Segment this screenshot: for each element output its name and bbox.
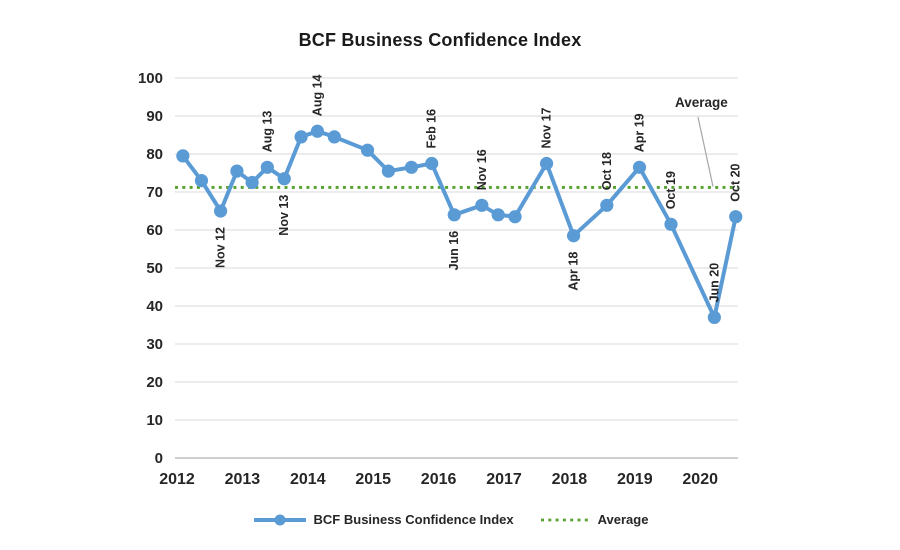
data-point-marker <box>214 204 228 218</box>
data-point-marker <box>277 172 291 186</box>
series-line <box>180 129 738 320</box>
point-label: Nov 16 <box>475 149 489 190</box>
y-tick-label: 60 <box>146 222 163 239</box>
x-tick-label: 2013 <box>225 471 261 488</box>
legend: BCF Business Confidence Index Average <box>0 512 900 527</box>
data-point-marker <box>491 208 505 222</box>
data-point-marker <box>508 210 522 224</box>
y-tick-label: 0 <box>155 450 163 467</box>
average-annotation: Average <box>675 95 728 110</box>
data-point-marker <box>245 175 259 190</box>
point-label: Nov 17 <box>540 107 554 148</box>
x-tick-label: 2012 <box>159 471 195 488</box>
data-point-marker <box>475 198 489 212</box>
data-point-marker <box>729 210 743 224</box>
data-point-marker <box>381 164 395 178</box>
data-point-marker <box>539 156 554 171</box>
x-tick-label: 2014 <box>290 471 326 488</box>
y-tick-label: 20 <box>146 374 163 391</box>
data-point-marker <box>664 217 678 231</box>
x-tick-label: 2019 <box>617 471 653 488</box>
data-point-marker <box>360 143 375 157</box>
y-tick-label: 10 <box>146 412 163 429</box>
y-tick-label: 70 <box>146 184 163 201</box>
point-label: Nov 12 <box>214 227 228 268</box>
legend-item-series: BCF Business Confidence Index <box>252 512 514 527</box>
legend-label-average: Average <box>597 512 649 527</box>
data-point-marker <box>447 208 461 222</box>
data-point-marker <box>600 198 614 212</box>
x-tick-label: 2016 <box>421 471 457 488</box>
chart-title: BCF Business Confidence Index <box>298 30 582 50</box>
data-point-marker <box>707 310 721 324</box>
point-label: Aug 13 <box>260 111 274 153</box>
data-point-marker <box>230 164 244 178</box>
data-point-marker <box>194 174 209 188</box>
point-label: Oct 19 <box>664 171 678 209</box>
data-point-marker <box>294 130 308 144</box>
point-label: Apr 19 <box>632 113 646 152</box>
x-tick-label: 2018 <box>552 471 588 488</box>
data-point-marker <box>425 156 439 171</box>
point-label: Apr 18 <box>567 252 581 291</box>
data-point-marker <box>327 130 341 144</box>
x-tick-label: 2017 <box>486 471 522 488</box>
y-tick-label: 40 <box>146 298 163 315</box>
x-tick-label: 2015 <box>355 471 391 488</box>
point-label: Oct 20 <box>729 163 743 201</box>
data-point-marker <box>404 160 419 174</box>
data-point-marker <box>632 160 647 174</box>
data-point-marker <box>260 160 274 174</box>
y-tick-label: 30 <box>146 336 163 353</box>
legend-item-average: Average <box>540 512 649 527</box>
y-tick-label: 100 <box>138 70 163 87</box>
point-label: Jun 16 <box>447 231 461 271</box>
y-tick-label: 80 <box>146 146 163 163</box>
legend-label-series: BCF Business Confidence Index <box>313 512 514 527</box>
point-label: Jun 20 <box>707 263 721 303</box>
series-line-swatch-icon <box>253 514 306 525</box>
point-label: Feb 16 <box>425 109 439 149</box>
point-label: Nov 13 <box>277 195 291 236</box>
y-tick-label: 90 <box>146 108 163 125</box>
y-tick-label: 50 <box>146 260 163 277</box>
average-dotted-swatch-icon <box>540 518 591 521</box>
average-leader-line <box>697 116 714 187</box>
x-tick-label: 2020 <box>682 471 718 488</box>
data-point-marker <box>176 149 190 163</box>
data-point-marker <box>567 229 581 243</box>
point-label: Oct 18 <box>600 152 614 190</box>
data-point-marker <box>310 124 325 138</box>
point-label: Aug 14 <box>310 74 324 116</box>
